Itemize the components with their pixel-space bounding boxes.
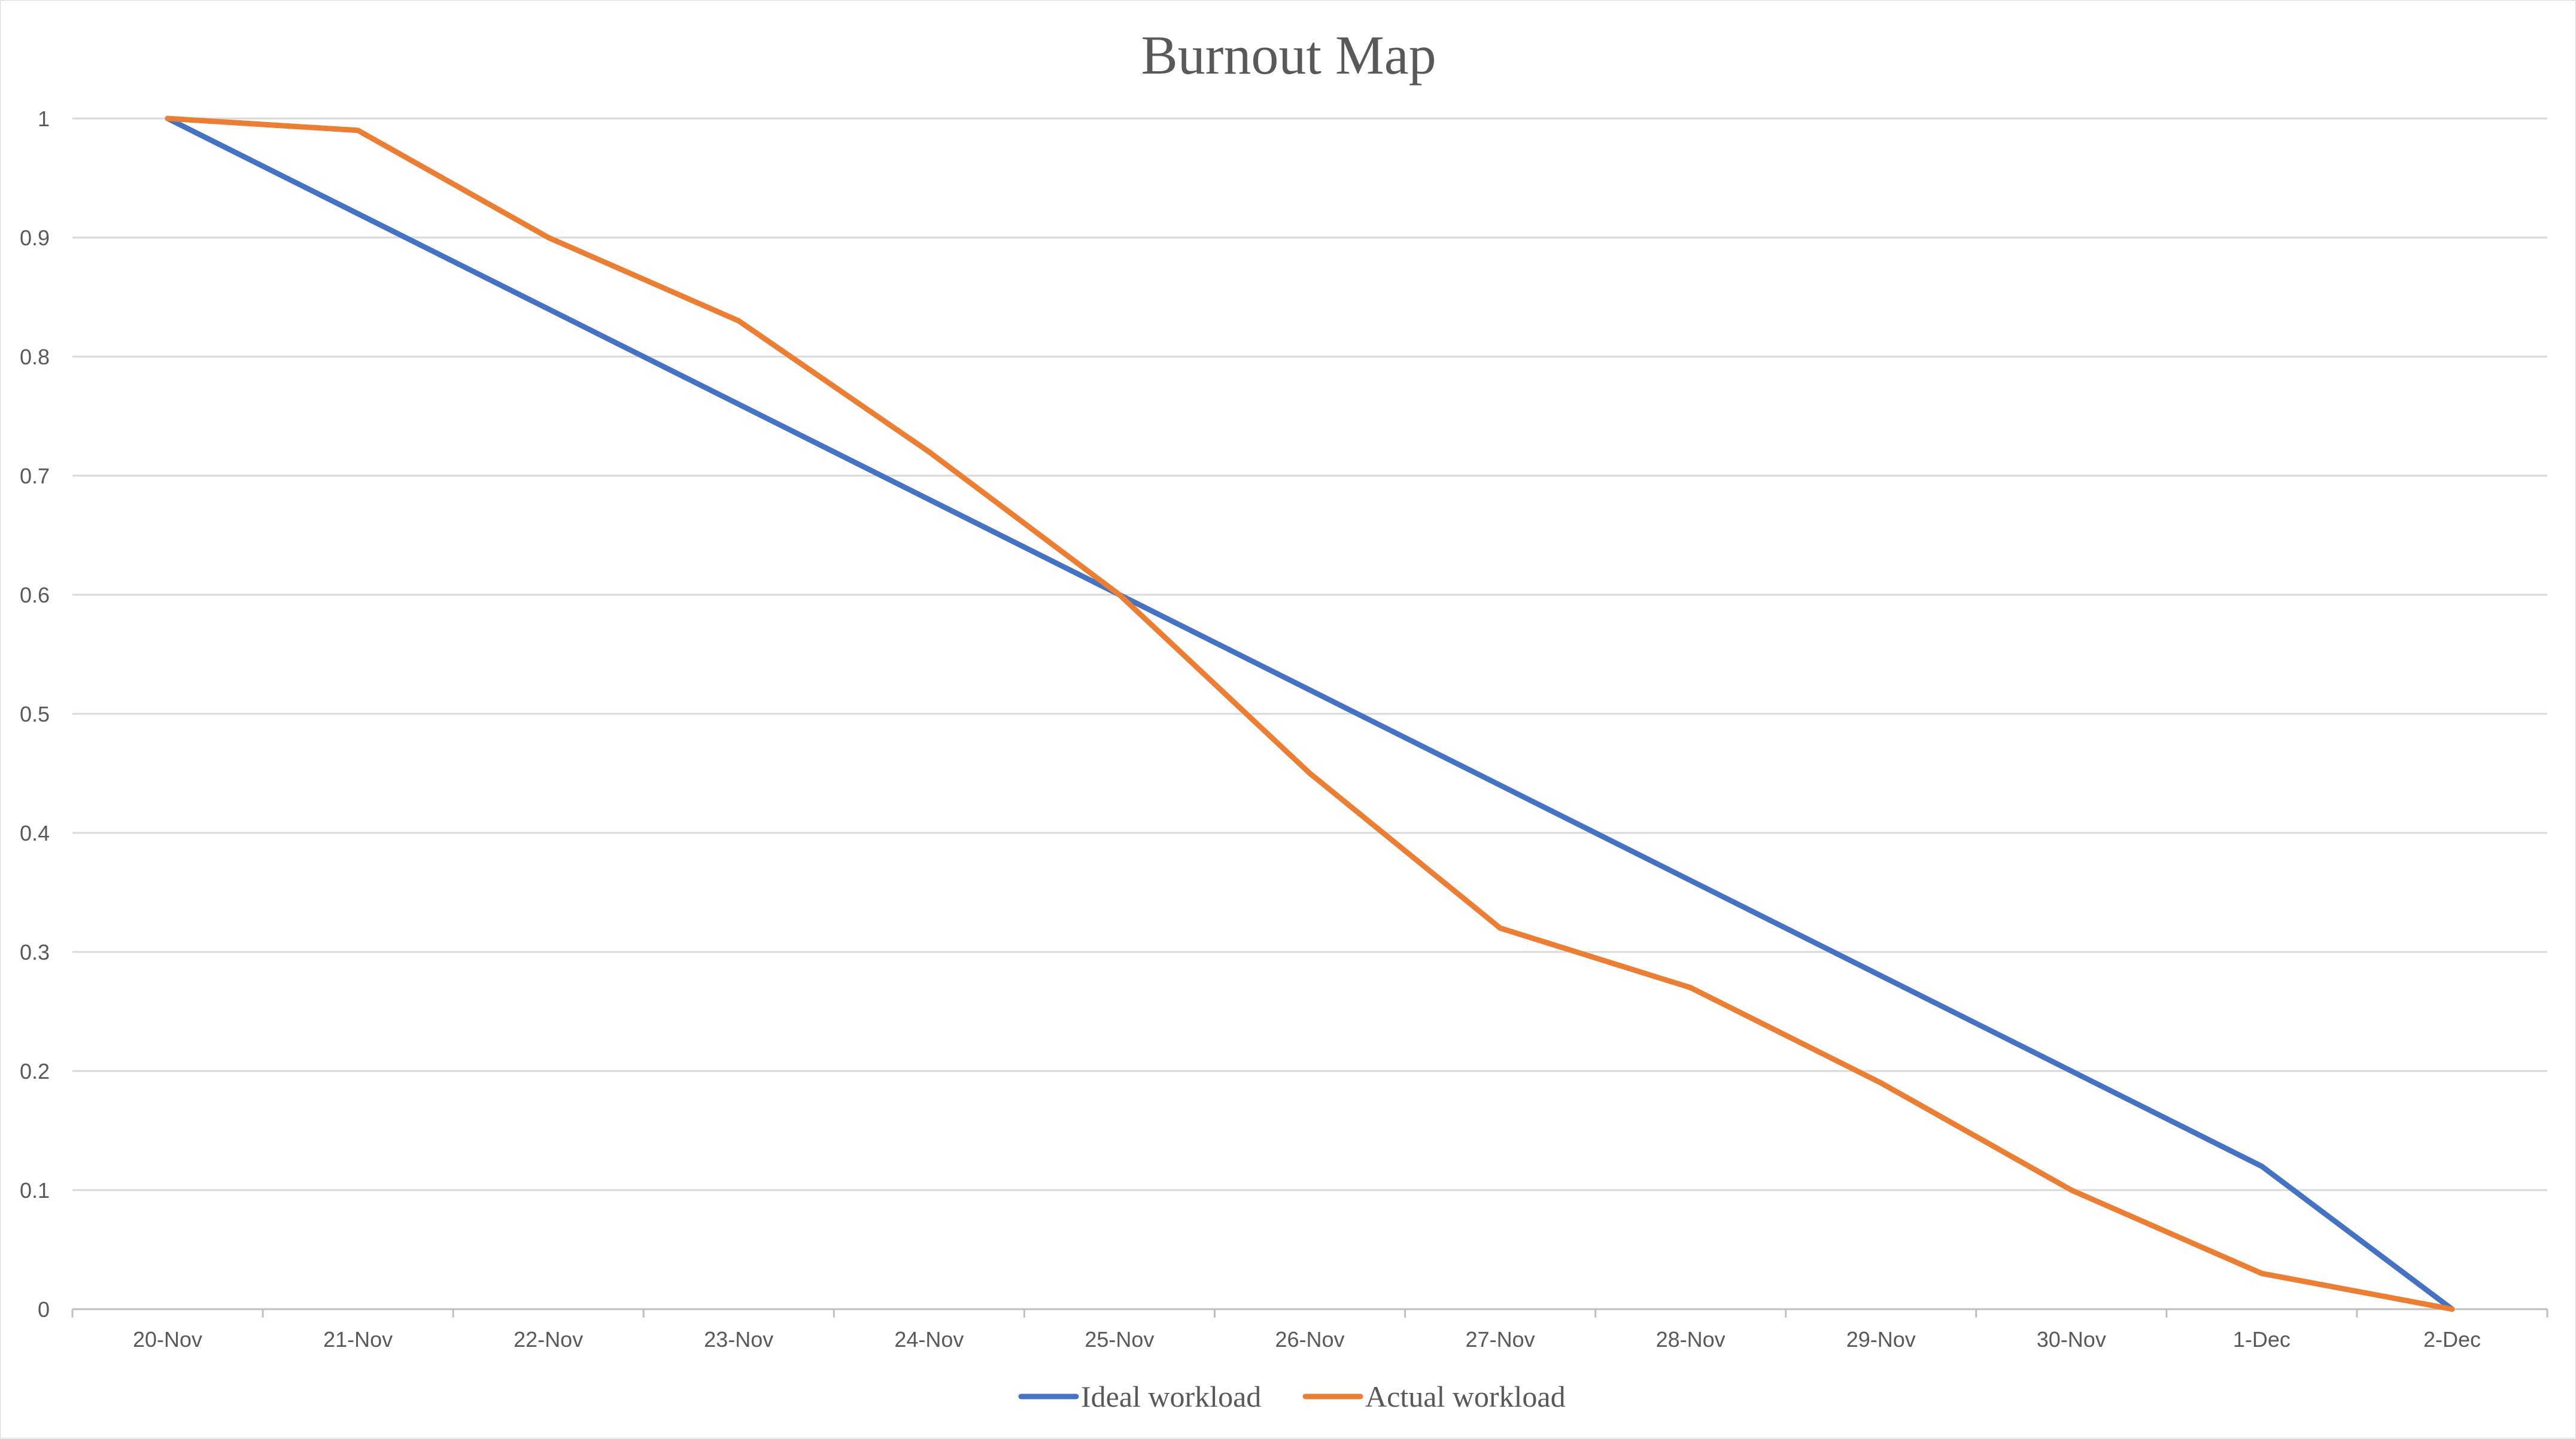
y-tick-label: 0.5 bbox=[20, 702, 50, 726]
x-tick-label: 25-Nov bbox=[1085, 1327, 1154, 1352]
y-tick-label: 0.4 bbox=[20, 821, 50, 845]
x-axis bbox=[71, 1308, 2548, 1318]
y-tick-label: 0.8 bbox=[20, 345, 50, 369]
series-line-actual-workload bbox=[165, 115, 2455, 1312]
series-line-ideal-workload bbox=[165, 115, 2455, 1312]
x-tick-label: 27-Nov bbox=[1466, 1327, 1535, 1352]
y-tick-label: 0.6 bbox=[20, 583, 50, 607]
y-tick-label: 1 bbox=[38, 107, 50, 131]
y-tick-label: 0.1 bbox=[20, 1178, 50, 1203]
y-tick-label: 0 bbox=[38, 1297, 50, 1322]
series-lines bbox=[165, 115, 2455, 1312]
x-tick-label: 24-Nov bbox=[894, 1327, 964, 1352]
chart-title: Burnout Map bbox=[1141, 25, 1436, 86]
x-tick-label: 28-Nov bbox=[1656, 1327, 1726, 1352]
x-tick-label: 1-Dec bbox=[2233, 1327, 2291, 1352]
x-tick-label: 23-Nov bbox=[704, 1327, 773, 1352]
legend-label: Actual workload bbox=[1365, 1380, 1566, 1413]
x-tick-label: 20-Nov bbox=[133, 1327, 202, 1352]
y-tick-label: 0.9 bbox=[20, 226, 50, 250]
x-tick-label: 26-Nov bbox=[1275, 1327, 1344, 1352]
y-axis-labels: 0 0.1 0.2 0.3 0.4 0.5 0.6 0.7 0.8 0.9 1 bbox=[20, 107, 50, 1322]
legend: Ideal workload Actual workload bbox=[1018, 1380, 1566, 1413]
legend-label: Ideal workload bbox=[1081, 1380, 1261, 1413]
y-tick-label: 0.7 bbox=[20, 464, 50, 488]
y-tick-label: 0.3 bbox=[20, 940, 50, 965]
x-tick-label: 21-Nov bbox=[323, 1327, 393, 1352]
y-tick-label: 0.2 bbox=[20, 1059, 50, 1084]
x-tick-label: 2-Dec bbox=[2423, 1327, 2481, 1352]
x-tick-label: 30-Nov bbox=[2037, 1327, 2106, 1352]
x-tick-label: 29-Nov bbox=[1846, 1327, 1916, 1352]
grid-lines bbox=[72, 117, 2547, 1191]
x-tick-label: 22-Nov bbox=[514, 1327, 583, 1352]
x-axis-labels: 20-Nov 21-Nov 22-Nov 23-Nov 24-Nov 25-Nov 26-N… bbox=[133, 1327, 2481, 1352]
